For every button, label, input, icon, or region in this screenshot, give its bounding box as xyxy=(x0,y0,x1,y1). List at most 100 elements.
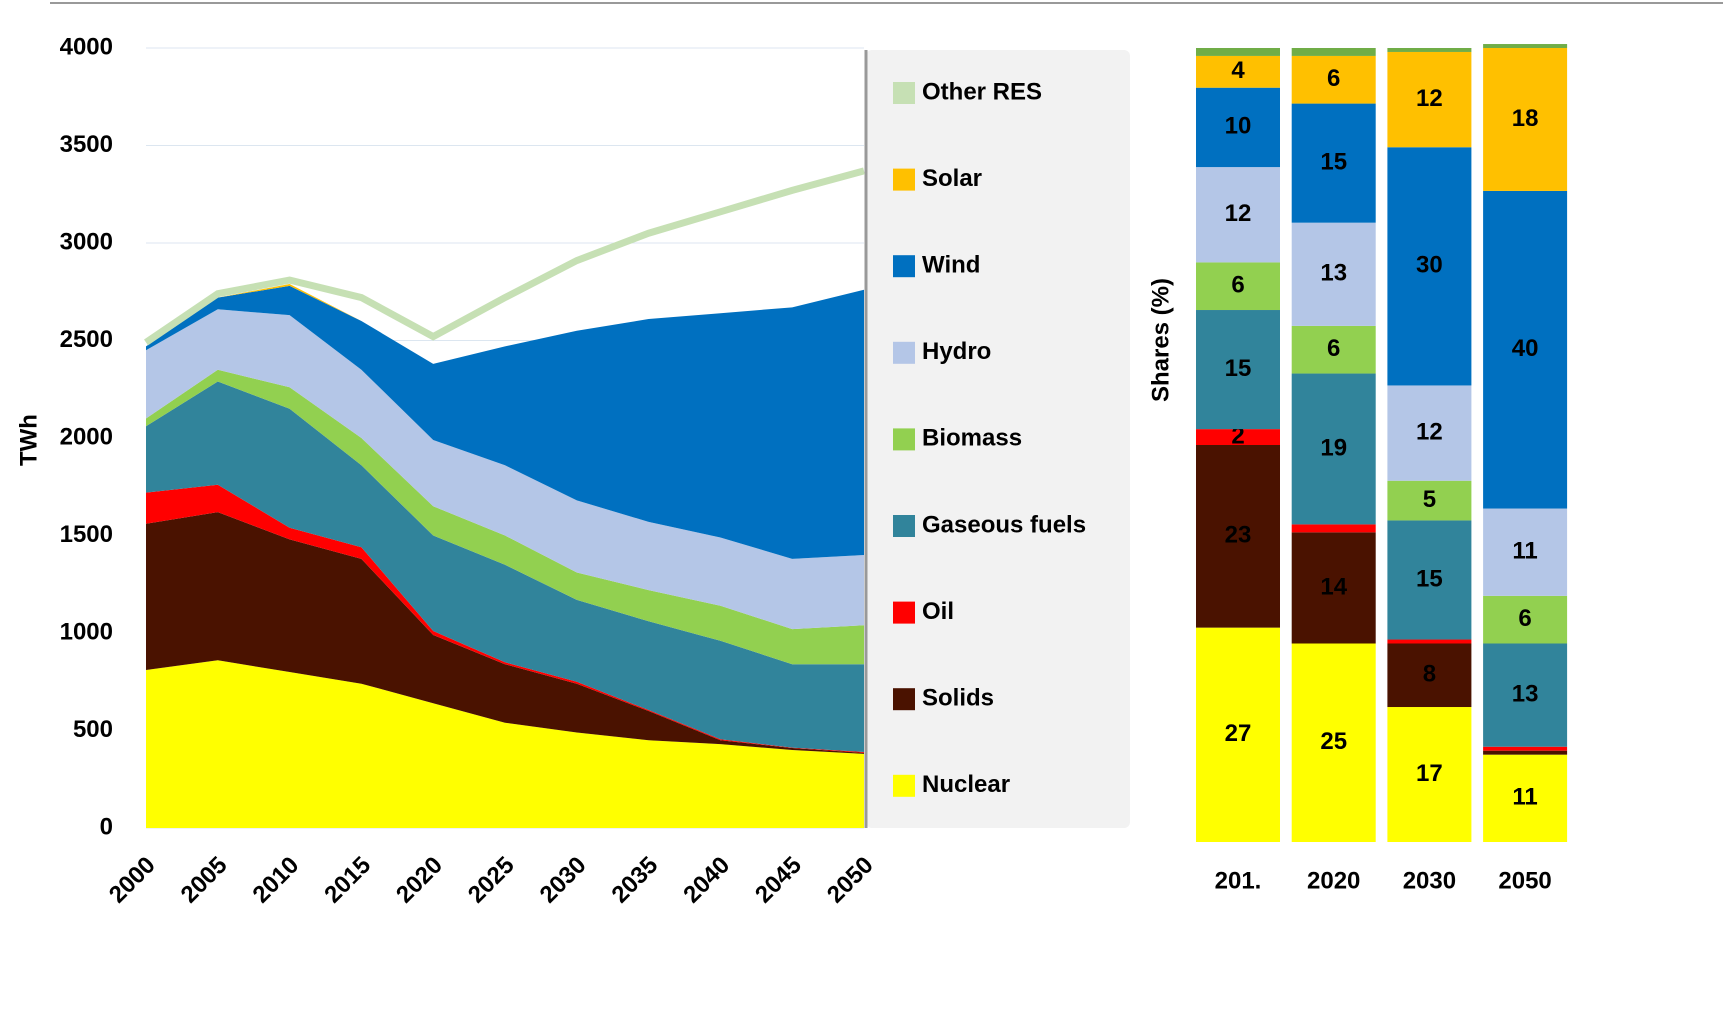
legend-label: Other RES xyxy=(922,78,1042,105)
y-tick-label: 2000 xyxy=(60,423,113,450)
bar-segment xyxy=(1387,147,1472,386)
bar-label: 27 xyxy=(1225,720,1252,747)
legend-label: Biomass xyxy=(922,425,1022,452)
bar-segment xyxy=(1483,44,1568,48)
series-area xyxy=(146,484,864,753)
bar-segment xyxy=(1196,310,1280,430)
legend-swatch xyxy=(893,168,915,191)
x-tick-label: 2000 xyxy=(104,852,161,909)
y-tick-label: 3500 xyxy=(60,131,113,158)
y-tick-label: 1000 xyxy=(60,618,113,645)
bar-label: 6 xyxy=(1231,272,1244,299)
legend-swatch xyxy=(893,515,915,537)
bar-label: 15 xyxy=(1416,565,1443,592)
bar-label: 17 xyxy=(1416,760,1443,787)
bar-segment xyxy=(1196,87,1280,168)
bar-segment xyxy=(1483,48,1568,191)
y-tick-label: 2500 xyxy=(60,326,113,353)
x-tick-label: 2030 xyxy=(1403,867,1456,894)
y-axis-label: TWh xyxy=(15,414,42,466)
bar-segment xyxy=(1483,190,1568,509)
y-tick-label: 500 xyxy=(73,716,113,743)
bar-label: 12 xyxy=(1416,418,1443,445)
series-line xyxy=(144,167,865,346)
legend-label: Solids xyxy=(922,685,994,712)
y-tick-label: 3000 xyxy=(60,228,113,255)
legend-swatch xyxy=(893,601,915,624)
bar-segment xyxy=(1387,48,1472,52)
bar-label: 19 xyxy=(1320,434,1347,461)
bar-label: 4 xyxy=(1231,57,1245,84)
bar-label: 13 xyxy=(1320,260,1347,287)
bar-label: 14 xyxy=(1320,573,1347,600)
legend-label: Oil xyxy=(922,598,954,625)
bar-segment xyxy=(1196,627,1280,842)
bar-label: 8 xyxy=(1423,661,1436,688)
bar-segment xyxy=(1196,445,1280,628)
bar-segment xyxy=(1196,167,1280,263)
bar-segment xyxy=(1483,595,1568,644)
bar-label: 23 xyxy=(1225,522,1252,549)
series-area xyxy=(146,309,864,630)
bar-segment xyxy=(1196,55,1280,88)
x-tick-label: 2020 xyxy=(1307,867,1360,894)
legend-swatch xyxy=(893,688,915,711)
legend-label: Wind xyxy=(922,252,980,279)
bar-segment xyxy=(1387,639,1472,644)
series-area xyxy=(146,285,864,559)
bar-segment xyxy=(1291,325,1376,374)
y-tick-label: 1500 xyxy=(60,521,113,548)
y-tick-label: 0 xyxy=(100,813,113,840)
bar-segment xyxy=(1291,222,1376,326)
bar-segment xyxy=(1196,48,1280,56)
bar-label: 13 xyxy=(1512,680,1539,707)
bar-segment xyxy=(1387,51,1472,148)
bar-segment xyxy=(1387,385,1472,481)
bar-label: 15 xyxy=(1320,148,1347,175)
x-tick-label: 2015 xyxy=(319,852,376,909)
legend-swatch xyxy=(893,82,915,104)
bar-segment xyxy=(1483,750,1568,755)
bar-label: 18 xyxy=(1512,105,1539,132)
bar-segment xyxy=(1387,707,1472,842)
bar-label: 12 xyxy=(1416,85,1443,112)
bar-segment xyxy=(1483,643,1568,747)
bar-segment xyxy=(1291,643,1376,842)
bar-segment xyxy=(1291,55,1376,104)
series-area xyxy=(146,381,864,752)
x-tick-label: 2035 xyxy=(606,852,663,909)
bar-segment xyxy=(1483,508,1568,596)
x-tick-label: 2020 xyxy=(391,852,448,909)
x-tick-label: 2045 xyxy=(750,852,807,909)
bar-label: 6 xyxy=(1518,605,1531,632)
y-axis-label: Shares (%) xyxy=(1147,278,1174,402)
legend-label: Solar xyxy=(922,165,982,192)
bar-segment xyxy=(1387,520,1472,640)
bar-segment xyxy=(1196,262,1280,311)
legend-label: Nuclear xyxy=(922,771,1010,798)
x-tick-label: 2050 xyxy=(822,852,879,909)
x-tick-label: 201. xyxy=(1215,867,1262,894)
y-tick-label: 4000 xyxy=(60,33,113,60)
bar-label: 6 xyxy=(1327,65,1340,92)
bar-segment xyxy=(1483,746,1568,751)
x-tick-label: 2050 xyxy=(1498,867,1551,894)
bar-label: 10 xyxy=(1225,113,1252,140)
bar-segment xyxy=(1387,643,1472,708)
bar-segment xyxy=(1196,429,1280,445)
legend-swatch xyxy=(893,255,915,278)
x-tick-label: 2010 xyxy=(247,852,304,909)
bar-label: 40 xyxy=(1512,335,1539,362)
bar-segment xyxy=(1387,480,1472,521)
bar-label: 12 xyxy=(1225,200,1252,227)
series-area xyxy=(146,369,864,665)
x-tick-label: 2025 xyxy=(463,852,520,909)
bar-label: 6 xyxy=(1327,335,1340,362)
x-tick-label: 2030 xyxy=(535,852,592,909)
bar-label: 30 xyxy=(1416,252,1443,279)
bar-label: 5 xyxy=(1423,486,1436,513)
legend-swatch xyxy=(893,428,915,451)
bar-label: 11 xyxy=(1512,538,1537,565)
bar-segment xyxy=(1291,103,1376,223)
